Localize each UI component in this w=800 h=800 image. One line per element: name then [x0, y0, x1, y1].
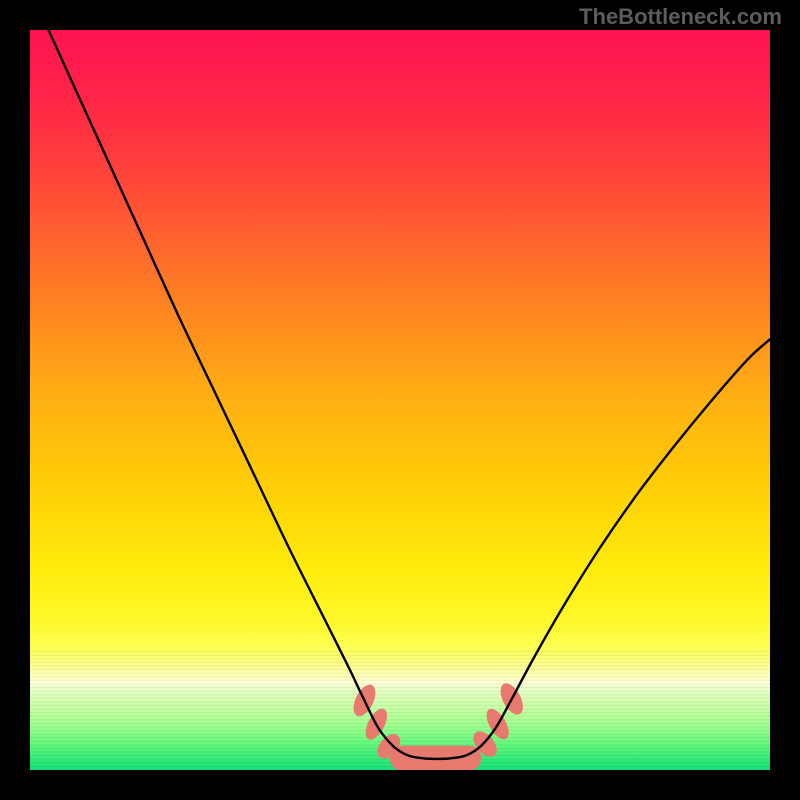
chart-svg — [30, 30, 770, 770]
plot-area — [30, 30, 770, 770]
watermark-text: TheBottleneck.com — [579, 4, 782, 30]
